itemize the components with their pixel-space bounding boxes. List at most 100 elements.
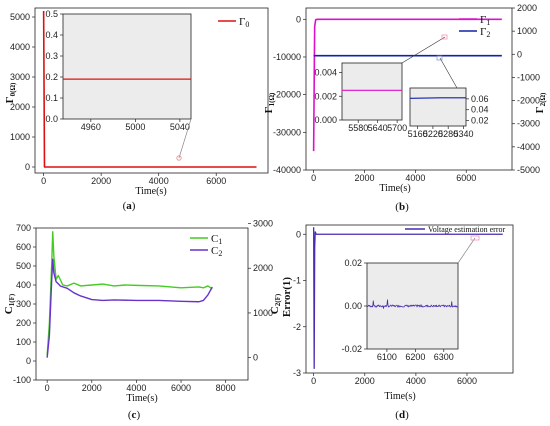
panel-a-ytick-label-2: 2000 [10, 102, 30, 112]
panel-a-ytick-label-0: 0 [25, 162, 30, 172]
panel-a-ytick-label-1: 1000 [10, 132, 30, 142]
panel-c-right-ytick-label-1: 1000 [253, 308, 273, 318]
panel-a-zoom-marker [176, 155, 182, 161]
panel-a-xtick-label-1: 2000 [91, 176, 111, 186]
panel-a-inset [62, 13, 192, 120]
panel-b-xtick-label-0: 0 [311, 173, 316, 183]
panel-d-x-ticks: 0 2000 4000 6000 [311, 373, 477, 386]
panel-a-xtick-label-0: 0 [41, 176, 46, 186]
panel-d-inset-ytick-label-1: 0.00 [344, 301, 362, 311]
panel-b-inset-1-plot: 5580 5640 5700 0.000 0.002 0.004 [314, 68, 407, 134]
panel-d-series-error [313, 227, 503, 370]
panel-d-ytick-label-2: -1 [293, 276, 301, 286]
panel-d-inset-series [366, 299, 459, 309]
panel-c-right-ytick-label-3: 3000 [253, 219, 273, 229]
panel-c-left-y-ticks: -100 0 100 200 300 400 500 600 700 [13, 223, 36, 385]
panel-c-left-ytick-label-7: 600 [16, 242, 31, 252]
panel-c-series-2 [46, 258, 213, 358]
panel-d-ylabel: Error(1) [281, 277, 293, 317]
panel-d-xtick-label-2: 4000 [406, 376, 426, 386]
panel-a-inset-ytick-label-0: 0.0 [45, 114, 58, 124]
panel-b-xtick-label-2: 4000 [405, 173, 425, 183]
panel-c-left-ytick-label-6: 500 [16, 261, 31, 271]
panel-b-inset-1 [341, 62, 403, 121]
panel-c-left-ytick-label-4: 300 [16, 299, 31, 309]
panel-b-inset1-ytick-label-1: 0.002 [314, 91, 337, 101]
panel-c-caption: (c) [128, 409, 141, 421]
panel-d-ytick-label-0: -3 [293, 368, 301, 378]
panel-b-inset1-xtick-label-1: 5640 [368, 123, 388, 133]
panel-c-plot [46, 231, 213, 358]
panel-b-xlabel: Time(s) [379, 183, 410, 194]
panel-a: 0 2000 4000 6000 0 1000 2000 3000 4000 5000 Time… [4, 7, 269, 212]
panel-d-inset-connector [457, 237, 476, 264]
panel-a-series-gamma0 [42, 10, 257, 168]
panel-c-right-y-ticks: 0 1000 2000 3000 [248, 219, 273, 363]
panel-a-inset-xtick-label-2: 5040 [170, 122, 190, 132]
panel-a-plot [42, 10, 257, 168]
panel-b-zoom-marker-2 [436, 55, 443, 61]
panel-a-ytick-label-4: 4000 [10, 42, 30, 52]
panel-c-xtick-label-0: 0 [45, 383, 50, 393]
panel-a-caption: (a) [123, 200, 136, 212]
panel-a-ytick-label-5: 5000 [10, 12, 30, 22]
panel-d-inset-plot: 6100 6200 6300 -0.02 0.00 0.02 [341, 258, 459, 362]
panel-b-zoom-marker-1 [441, 34, 448, 40]
panel-b-plot [312, 18, 502, 152]
panel-c-xtick-label-1: 2000 [82, 383, 102, 393]
panel-b-left-ytick-label-0: -40000 [273, 165, 301, 175]
panel-b-inset1-xtick-label-0: 5580 [348, 123, 368, 133]
panel-a-inset-ytick-label-2: 0.2 [45, 72, 58, 82]
panel-a-inset-xtick-label-0: 4960 [81, 122, 101, 132]
panel-d-caption: (d) [395, 409, 409, 421]
panel-b-inset2-xtick-label-1: 5220 [423, 129, 443, 139]
panel-b-inset2-xtick-label-3: 5340 [453, 129, 473, 139]
panel-a-inset-xtick-label-1: 5000 [125, 122, 145, 132]
panel-c-left-ytick-label-2: 100 [16, 337, 31, 347]
panel-a-inset-ytick-label-1: 0.1 [45, 93, 58, 103]
panel-c-left-ytick-label-0: -100 [13, 375, 31, 385]
panel-b-right-ytick-label-1: -4000 [517, 142, 540, 152]
panel-c-right-ytick-label-0: 0 [253, 353, 258, 363]
panel-c-left-ytick-label-5: 400 [16, 280, 31, 290]
panel-b-inset2-xtick-label-0: 5160 [408, 129, 428, 139]
panel-b-inset2-xtick-label-2: 5280 [438, 129, 458, 139]
panel-c-right-ytick-label-2: 2000 [253, 263, 273, 273]
panel-d-inset-xtick-label-0: 6100 [377, 352, 397, 362]
panel-b-legend-label-2: Γ2 [480, 26, 490, 39]
panel-b-right-ytick-label-3: -2000 [517, 96, 540, 106]
panel-c-left-ytick-label-1: 0 [26, 356, 31, 366]
panel-a-xlabel: Time(s) [135, 186, 166, 197]
panel-b-left-ytick-label-2: -20000 [273, 90, 301, 100]
panel-c-frame [35, 227, 249, 381]
panel-d-y-ticks: -3 -2 -1 0 [293, 229, 306, 378]
panel-d-ytick-label-1: -2 [293, 322, 301, 332]
panel-b-inset1-ytick-label-2: 0.004 [314, 68, 337, 78]
panel-c-left-ytick-label-3: 200 [16, 318, 31, 328]
panel-d-ytick-label-3: 0 [296, 229, 301, 239]
panel-b-inset1-ytick-label-0: 0.000 [314, 115, 337, 125]
panel-b-inset2-series [409, 97, 466, 99]
panel-a-inset-ytick-label-5: 0.5 [45, 9, 58, 19]
panel-a-inset-connector [178, 118, 192, 159]
panel-b: 0 2000 4000 6000 -40000-30000-20000-100000 … [263, 3, 547, 213]
panel-c: 0 2000 4000 6000 8000 -100010020030040050060… [3, 219, 282, 421]
panel-b-right-ytick-label-4: -1000 [517, 72, 540, 82]
panel-a-inset-ytick-label-3: 0.3 [45, 51, 58, 61]
panel-b-left-y-ticks: -40000 -30000 -20000 -10000 0 [273, 14, 306, 175]
panel-d-xtick-label-1: 2000 [355, 376, 375, 386]
panel-b-series-1 [312, 18, 502, 152]
panel-a-y-ticks: 0 1000 2000 3000 4000 5000 [10, 12, 35, 172]
panel-d-inset-xtick-label-2: 6300 [434, 352, 454, 362]
panel-b-left-ytick-label-4: 0 [296, 14, 301, 24]
panel-c-series-1 [46, 231, 213, 356]
panel-d-inset-xtick-label-1: 6200 [405, 352, 425, 362]
panel-d-xlabel: Time(s) [384, 391, 415, 402]
panel-b-right-y-ticks: -5000 -4000 -3000 -2000 -1000 0 1000 2000 [512, 3, 540, 175]
panel-b-frame [305, 7, 513, 171]
panel-b-xtick-label-1: 2000 [354, 173, 374, 183]
panel-b-left-ytick-label-3: -10000 [273, 52, 301, 62]
panel-b-left-ytick-label-1: -30000 [273, 127, 301, 137]
panel-c-left-ylabel: C1(F) [3, 293, 16, 314]
